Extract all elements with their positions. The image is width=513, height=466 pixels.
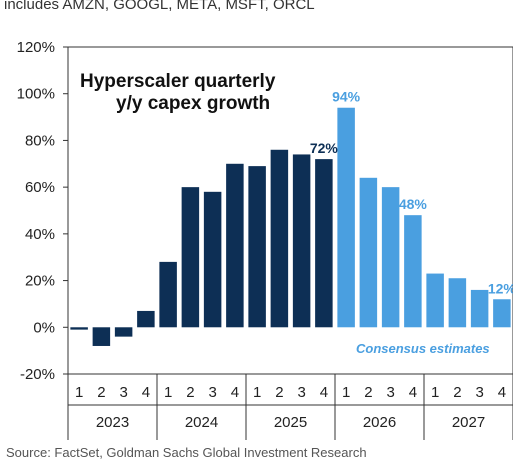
year-label: 2023	[96, 414, 129, 431]
bar	[292, 154, 311, 328]
bar	[226, 163, 244, 328]
data-labels-group: 72% 94% 48% 12%	[310, 89, 513, 297]
y-tick-label: 120%	[17, 39, 55, 56]
y-tick-label: 100%	[17, 86, 55, 103]
bar	[181, 187, 200, 328]
quarter-label: 3	[297, 384, 305, 401]
bar	[404, 215, 422, 328]
bar	[426, 273, 444, 328]
y-tick-label: 0%	[33, 319, 55, 336]
bar	[248, 166, 266, 328]
quarter-label: 4	[498, 384, 506, 401]
chart-subtitle: includes AMZN, GOOGL, META, MSFT, ORCL	[4, 0, 315, 13]
y-tick-label: 20%	[25, 273, 55, 290]
quarter-label: 3	[475, 384, 483, 401]
quarter-label: 2	[364, 384, 372, 401]
bar	[381, 187, 400, 328]
quarter-label: 4	[320, 384, 328, 401]
bar	[92, 327, 111, 346]
data-label: 94%	[332, 89, 361, 105]
year-label: 2026	[363, 414, 396, 431]
data-label: 72%	[310, 140, 339, 156]
quarter-label: 3	[386, 384, 394, 401]
bar	[114, 327, 133, 337]
y-tick-label: 80%	[25, 132, 55, 149]
data-label: 48%	[399, 196, 428, 212]
data-label: 12%	[488, 280, 513, 296]
bar	[448, 278, 467, 328]
bar	[470, 289, 489, 328]
bar	[203, 191, 222, 328]
year-label: 2025	[274, 414, 307, 431]
quarter-label: 3	[208, 384, 216, 401]
bar	[337, 107, 355, 328]
quarter-label: 2	[186, 384, 194, 401]
y-axis-ticks: 120% 100% 80% 60% 40% 20% 0% -20%	[17, 39, 68, 383]
bar	[493, 299, 511, 328]
bar	[70, 327, 88, 330]
bar	[315, 159, 333, 328]
quarter-label: 2	[97, 384, 105, 401]
y-tick-label: 60%	[25, 179, 55, 196]
quarter-label: 1	[342, 384, 350, 401]
source-note: Source: FactSet, Goldman Sachs Global In…	[6, 445, 367, 460]
quarter-label: 1	[253, 384, 261, 401]
plot-area-border	[67, 46, 513, 375]
year-label: 2027	[452, 414, 485, 431]
chart-title-line-1: Hyperscaler quarterly	[80, 71, 276, 92]
bar	[359, 177, 378, 328]
quarter-label: 4	[409, 384, 417, 401]
quarter-label: 1	[164, 384, 172, 401]
capex-growth-chart: 120%100%80%60%40%20%0%-20% 72%94%48%12% …	[17, 39, 513, 440]
bar	[137, 310, 155, 328]
quarter-label: 4	[231, 384, 239, 401]
quarter-label: 2	[453, 384, 461, 401]
consensus-estimates-annotation: Consensus estimates	[356, 341, 490, 356]
y-tick-label: 40%	[25, 226, 55, 243]
year-label: 2024	[185, 414, 218, 431]
chart-title-line-2: y/y capex growth	[116, 93, 270, 114]
quarter-label: 1	[75, 384, 83, 401]
quarter-label: 4	[142, 384, 150, 401]
quarter-label: 3	[119, 384, 127, 401]
quarter-label: 2	[275, 384, 283, 401]
bar	[270, 149, 289, 328]
bar	[159, 261, 177, 328]
quarter-label: 1	[431, 384, 439, 401]
bars-group	[70, 107, 511, 346]
y-tick-label: -20%	[20, 366, 55, 383]
